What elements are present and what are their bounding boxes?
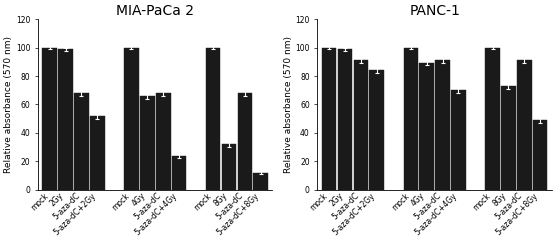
- Bar: [337, 49, 353, 190]
- Bar: [74, 93, 89, 190]
- Y-axis label: Relative absorbance (570 nm): Relative absorbance (570 nm): [4, 36, 13, 173]
- Bar: [533, 120, 548, 190]
- Bar: [369, 70, 384, 190]
- Bar: [517, 60, 532, 190]
- Bar: [172, 156, 186, 190]
- Bar: [156, 93, 171, 190]
- Bar: [354, 60, 368, 190]
- Y-axis label: Relative absorbance (570 nm): Relative absorbance (570 nm): [284, 36, 292, 173]
- Bar: [140, 96, 155, 190]
- Bar: [222, 144, 236, 190]
- Bar: [404, 48, 418, 190]
- Bar: [451, 90, 466, 190]
- Bar: [206, 48, 221, 190]
- Title: PANC-1: PANC-1: [409, 4, 460, 18]
- Bar: [322, 48, 336, 190]
- Bar: [254, 173, 268, 190]
- Bar: [237, 93, 252, 190]
- Title: MIA-PaCa 2: MIA-PaCa 2: [116, 4, 194, 18]
- Bar: [124, 48, 139, 190]
- Bar: [90, 116, 105, 190]
- Bar: [419, 63, 434, 190]
- Bar: [485, 48, 500, 190]
- Bar: [42, 48, 57, 190]
- Bar: [435, 60, 450, 190]
- Bar: [58, 49, 73, 190]
- Bar: [501, 86, 516, 190]
